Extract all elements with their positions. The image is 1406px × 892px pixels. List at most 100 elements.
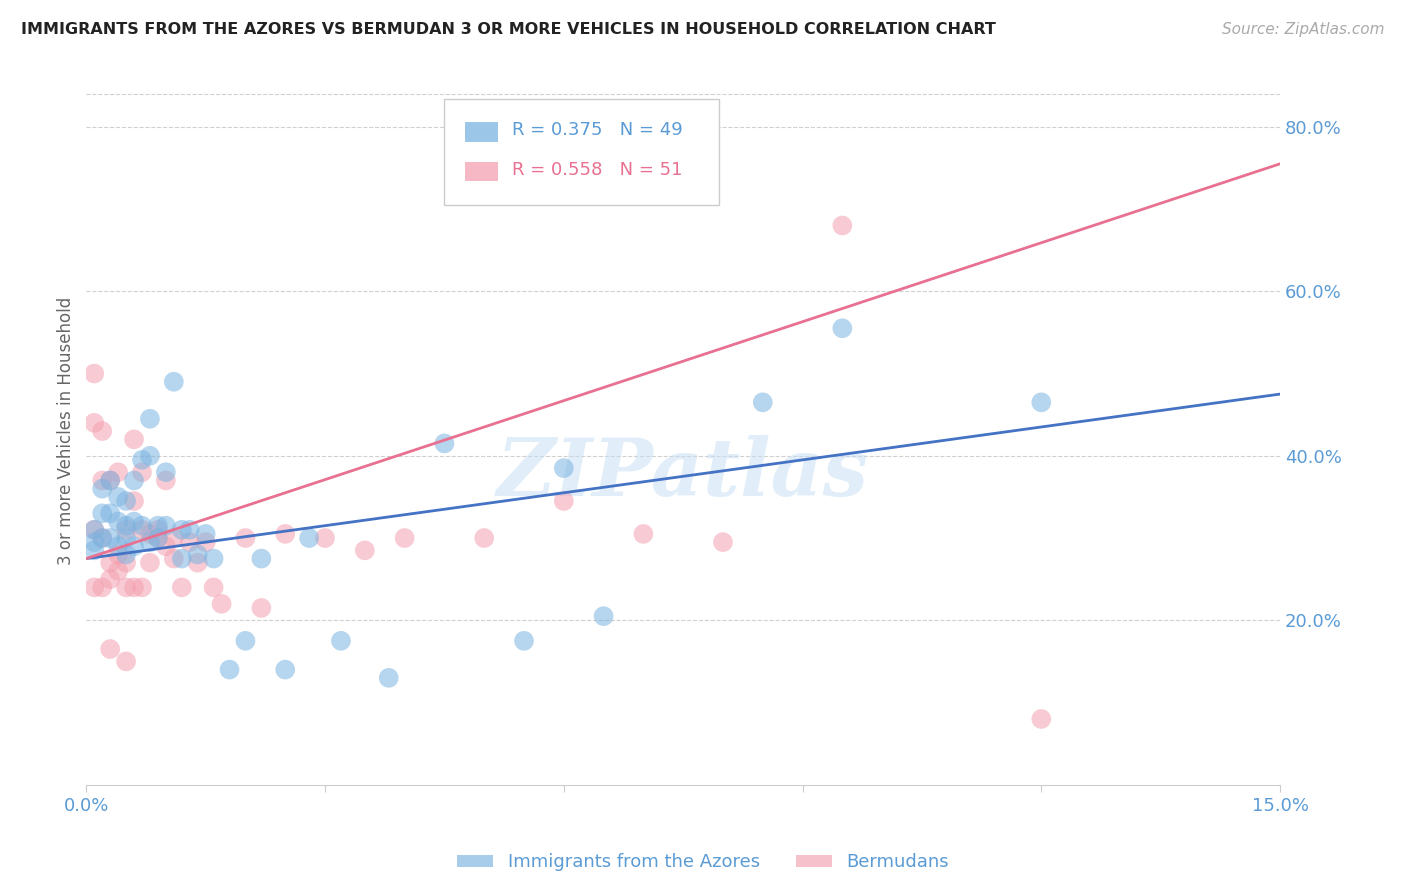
Point [377, 671, 399, 685]
Point [115, 556, 138, 570]
Point [353, 543, 375, 558]
Point [122, 494, 145, 508]
Point [553, 461, 575, 475]
Point [155, 465, 177, 479]
Point [83, 543, 105, 558]
Point [831, 219, 853, 233]
Point [472, 531, 495, 545]
Point [194, 527, 217, 541]
Point [91, 506, 114, 520]
Point [235, 531, 257, 545]
Point [122, 580, 145, 594]
Point [98, 642, 121, 657]
Point [187, 548, 209, 562]
Point [98, 531, 121, 545]
Point [139, 535, 162, 549]
Point [131, 465, 153, 479]
Legend: Immigrants from the Azores, Bermudans: Immigrants from the Azores, Bermudans [450, 847, 956, 879]
Point [91, 580, 114, 594]
Point [146, 531, 169, 545]
Point [163, 375, 186, 389]
Point [170, 580, 193, 594]
Point [752, 395, 775, 409]
Point [115, 523, 138, 537]
Point [131, 580, 153, 594]
FancyBboxPatch shape [444, 99, 718, 205]
Point [592, 609, 614, 624]
Point [107, 465, 129, 479]
Point [107, 515, 129, 529]
Point [250, 601, 273, 615]
Point [83, 523, 105, 537]
Point [146, 518, 169, 533]
Point [146, 531, 169, 545]
Point [115, 531, 138, 545]
Point [122, 433, 145, 447]
Point [131, 523, 153, 537]
Point [170, 551, 193, 566]
Point [513, 633, 536, 648]
Point [107, 564, 129, 578]
Point [122, 539, 145, 553]
Point [187, 556, 209, 570]
FancyBboxPatch shape [465, 161, 498, 181]
Point [274, 527, 297, 541]
Point [235, 633, 257, 648]
Text: R = 0.375   N = 49: R = 0.375 N = 49 [512, 121, 683, 139]
Point [146, 523, 169, 537]
Point [633, 527, 655, 541]
Point [831, 321, 853, 335]
Point [122, 515, 145, 529]
Point [155, 518, 177, 533]
Point [115, 548, 138, 562]
Point [115, 580, 138, 594]
Point [131, 453, 153, 467]
Point [83, 535, 105, 549]
Point [98, 506, 121, 520]
Point [83, 523, 105, 537]
Point [711, 535, 734, 549]
Point [298, 531, 321, 545]
Point [83, 580, 105, 594]
Point [155, 539, 177, 553]
Point [139, 527, 162, 541]
Point [115, 654, 138, 668]
Point [115, 494, 138, 508]
Point [107, 548, 129, 562]
Point [433, 436, 456, 450]
Point [91, 482, 114, 496]
Point [91, 531, 114, 545]
Point [98, 556, 121, 570]
Point [122, 474, 145, 488]
Point [1031, 712, 1053, 726]
Y-axis label: 3 or more Vehicles in Household: 3 or more Vehicles in Household [58, 297, 75, 566]
Point [202, 551, 225, 566]
Point [115, 518, 138, 533]
Point [553, 494, 575, 508]
Point [1031, 395, 1053, 409]
Point [91, 474, 114, 488]
Point [98, 474, 121, 488]
FancyBboxPatch shape [465, 122, 498, 142]
Point [107, 490, 129, 504]
Point [211, 597, 233, 611]
Point [314, 531, 336, 545]
Point [163, 551, 186, 566]
Point [218, 663, 240, 677]
Point [163, 531, 186, 545]
Point [179, 523, 201, 537]
Point [91, 531, 114, 545]
Point [202, 580, 225, 594]
Point [98, 474, 121, 488]
Point [139, 449, 162, 463]
Point [91, 424, 114, 438]
Point [170, 523, 193, 537]
Text: IMMIGRANTS FROM THE AZORES VS BERMUDAN 3 OR MORE VEHICLES IN HOUSEHOLD CORRELATI: IMMIGRANTS FROM THE AZORES VS BERMUDAN 3… [21, 22, 995, 37]
Point [139, 411, 162, 425]
Point [394, 531, 416, 545]
Point [131, 518, 153, 533]
Point [107, 539, 129, 553]
Point [155, 474, 177, 488]
Text: ZIPatlas: ZIPatlas [498, 434, 869, 512]
Point [274, 663, 297, 677]
